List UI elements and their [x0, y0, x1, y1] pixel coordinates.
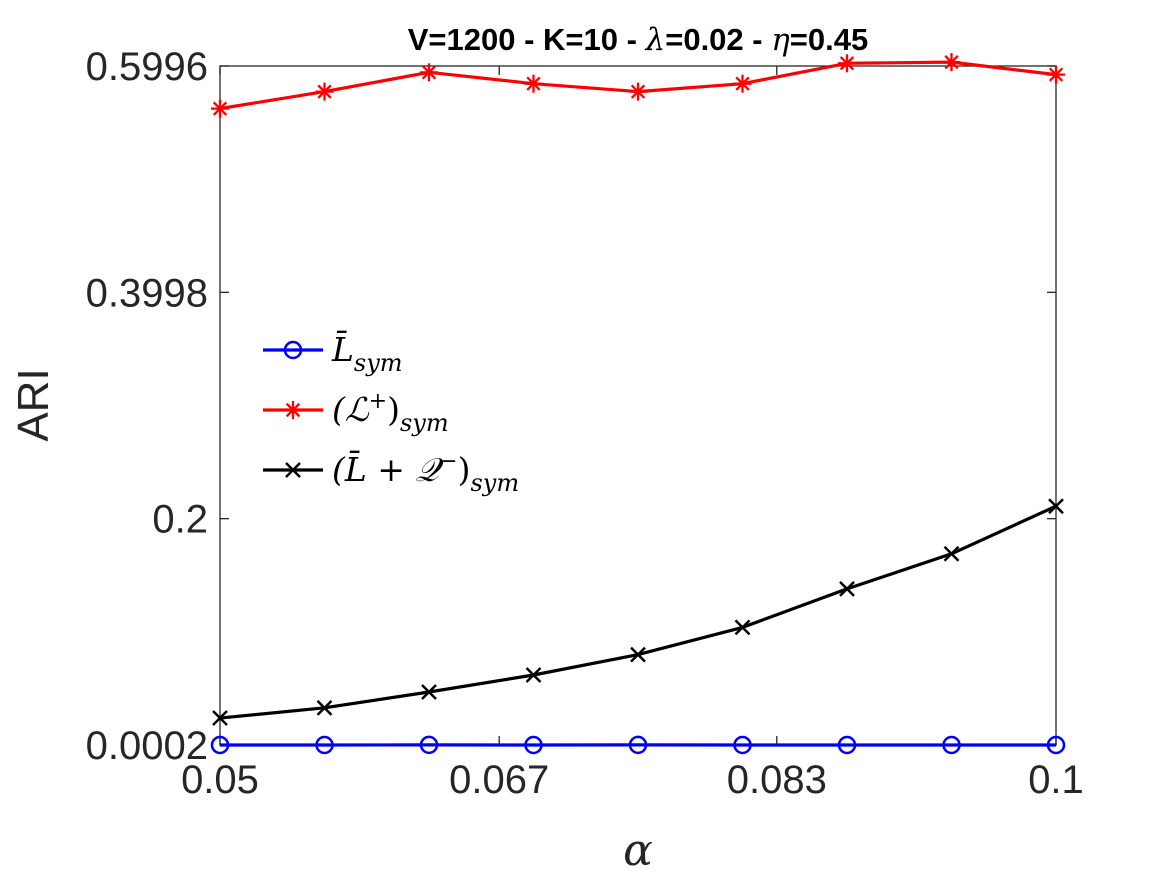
tick-labels: 0.05 0.067 0.083 0.1 0.0002 0.2 0.3998 0.5996 [86, 45, 1084, 802]
data-point-circle [419, 735, 439, 755]
x-axis-label: α [623, 825, 653, 875]
data-point-circle [210, 735, 230, 755]
data-point-asterisk [942, 53, 961, 72]
data-point-circle [315, 735, 334, 755]
data-point-asterisk [1047, 65, 1065, 84]
x-tick-label: 0.05 [181, 758, 259, 802]
title-eta-symbol: η [771, 22, 790, 58]
data-point-asterisk [420, 63, 438, 82]
data-point-asterisk [838, 54, 856, 73]
y-axis-label: ARI [9, 368, 58, 441]
legend-label: (L̄ + 𝒬−)sym [332, 449, 519, 497]
data-point-x [1048, 498, 1064, 515]
title-lambda-value: =0.02 - [665, 22, 771, 57]
title-eta-value: =0.45 [790, 22, 868, 57]
series-3 [212, 498, 1064, 726]
data-point-circle [283, 340, 303, 360]
legend-entry: L̄sym [263, 329, 403, 377]
data-point-circle [733, 735, 752, 755]
data-point-x [285, 462, 301, 478]
legend-label: (ℒ+)sym [332, 389, 449, 437]
data-point-x [734, 619, 751, 636]
data-point-x [943, 545, 960, 562]
data-point-x [630, 646, 646, 663]
y-tick-label: 0.0002 [86, 724, 208, 768]
data-point-asterisk [284, 401, 302, 419]
data-point-circle [1046, 735, 1066, 755]
legend: L̄sym (ℒ+)sym (L̄ + 𝒬−)sym [263, 329, 519, 497]
series-2 [211, 53, 1065, 118]
data-point-circle [628, 735, 648, 755]
chart-title: V=1200 - K=10 - λ=0.02 - η=0.45 [408, 22, 869, 58]
legend-entry: (ℒ+)sym [263, 389, 449, 437]
y-tick-label: 0.2 [152, 498, 208, 542]
x-tick-label: 0.067 [449, 758, 549, 802]
data-point-asterisk [211, 99, 229, 118]
x-tick-label: 0.1 [1028, 758, 1084, 802]
data-point-circle [524, 735, 543, 755]
data-point-circle [837, 735, 857, 755]
title-prefix: V=1200 - K=10 - [408, 22, 646, 57]
title-lambda-symbol: λ [644, 22, 666, 58]
x-tick-label: 0.083 [727, 758, 827, 802]
data-point-asterisk [524, 74, 543, 93]
legend-label: L̄sym [331, 329, 403, 377]
y-tick-label: 0.3998 [86, 271, 208, 315]
data-point-x [525, 667, 542, 683]
data-point-asterisk [733, 74, 752, 93]
legend-entry: (L̄ + 𝒬−)sym [263, 449, 519, 497]
y-tick-label: 0.5996 [86, 45, 208, 89]
data-point-x [421, 684, 437, 700]
data-point-x [839, 581, 855, 597]
data-point-x [212, 710, 228, 726]
series-layer [210, 53, 1066, 755]
data-point-circle [942, 735, 961, 755]
data-point-x [316, 699, 333, 716]
series-1 [210, 735, 1066, 755]
data-point-asterisk [629, 82, 647, 101]
data-point-asterisk [315, 82, 334, 101]
